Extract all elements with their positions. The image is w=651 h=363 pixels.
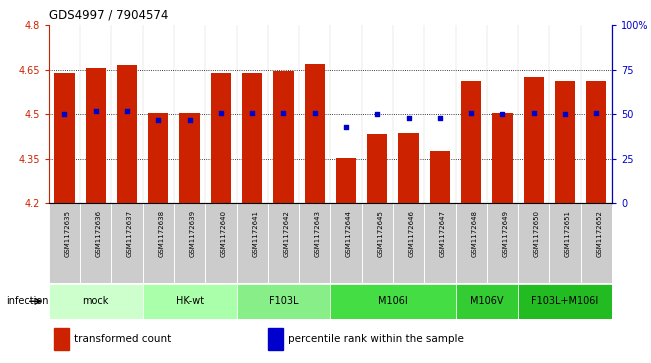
Bar <box>430 151 450 203</box>
Point <box>153 117 163 123</box>
Bar <box>268 328 283 350</box>
Point <box>591 110 602 115</box>
Bar <box>362 203 393 283</box>
Text: GDS4997 / 7904574: GDS4997 / 7904574 <box>49 9 168 22</box>
Point <box>404 115 414 121</box>
Text: GSM1172645: GSM1172645 <box>378 210 383 257</box>
Text: GSM1172636: GSM1172636 <box>96 210 102 257</box>
Bar <box>305 64 325 203</box>
Bar <box>549 203 581 283</box>
Text: GSM1172646: GSM1172646 <box>409 210 415 257</box>
Bar <box>581 203 612 283</box>
Point <box>122 108 132 114</box>
Bar <box>55 328 68 350</box>
Point <box>184 117 195 123</box>
Text: GSM1172637: GSM1172637 <box>127 210 133 257</box>
Text: GSM1172649: GSM1172649 <box>503 210 508 257</box>
Point <box>435 115 445 121</box>
Bar <box>85 68 106 203</box>
Bar <box>518 284 612 319</box>
Text: GSM1172647: GSM1172647 <box>440 210 446 257</box>
Text: GSM1172635: GSM1172635 <box>64 210 70 257</box>
Bar <box>111 203 143 283</box>
Point <box>59 111 70 117</box>
Bar <box>49 284 143 319</box>
Bar <box>236 203 268 283</box>
Point <box>372 111 383 117</box>
Text: GSM1172641: GSM1172641 <box>252 210 258 257</box>
Point <box>341 124 352 130</box>
Bar <box>211 73 231 203</box>
Bar <box>487 203 518 283</box>
Bar <box>555 81 575 203</box>
Text: GSM1172638: GSM1172638 <box>158 210 164 257</box>
Text: GSM1172652: GSM1172652 <box>596 210 602 257</box>
Bar <box>461 81 481 203</box>
Bar <box>174 203 205 283</box>
Bar <box>336 158 356 203</box>
Bar <box>242 73 262 203</box>
Bar <box>268 203 299 283</box>
Bar <box>273 72 294 203</box>
Bar <box>393 203 424 283</box>
Text: GSM1172648: GSM1172648 <box>471 210 477 257</box>
Text: GSM1172642: GSM1172642 <box>283 210 290 257</box>
Bar <box>330 203 362 283</box>
Point <box>90 108 101 114</box>
Text: mock: mock <box>83 296 109 306</box>
Bar <box>49 203 80 283</box>
Point <box>497 111 508 117</box>
Bar <box>180 113 200 203</box>
Text: F103L+M106I: F103L+M106I <box>531 296 599 306</box>
Bar <box>117 65 137 203</box>
Bar <box>424 203 456 283</box>
Point <box>466 110 477 115</box>
Point <box>215 110 226 115</box>
Bar <box>299 203 330 283</box>
Bar <box>456 203 487 283</box>
Bar <box>367 134 387 203</box>
Point <box>278 110 288 115</box>
Bar <box>54 73 75 203</box>
Point <box>529 110 539 115</box>
Text: GSM1172643: GSM1172643 <box>314 210 321 257</box>
Bar <box>236 284 330 319</box>
Bar <box>143 203 174 283</box>
Point <box>247 110 257 115</box>
Text: F103L: F103L <box>269 296 298 306</box>
Text: infection: infection <box>7 296 49 306</box>
Text: GSM1172651: GSM1172651 <box>565 210 571 257</box>
Bar <box>523 77 544 203</box>
Bar <box>398 133 419 203</box>
Bar <box>330 284 456 319</box>
Text: percentile rank within the sample: percentile rank within the sample <box>288 334 464 344</box>
Bar <box>492 114 512 203</box>
Text: transformed count: transformed count <box>74 334 171 344</box>
Point <box>309 110 320 115</box>
Text: GSM1172639: GSM1172639 <box>189 210 195 257</box>
Bar <box>143 284 236 319</box>
Bar <box>586 81 607 203</box>
Text: M106I: M106I <box>378 296 408 306</box>
Bar <box>518 203 549 283</box>
Bar <box>456 284 518 319</box>
Text: M106V: M106V <box>470 296 504 306</box>
Point <box>560 111 570 117</box>
Text: HK-wt: HK-wt <box>176 296 204 306</box>
Text: GSM1172640: GSM1172640 <box>221 210 227 257</box>
Text: GSM1172644: GSM1172644 <box>346 210 352 257</box>
Text: GSM1172650: GSM1172650 <box>534 210 540 257</box>
Bar <box>205 203 236 283</box>
Bar <box>148 113 169 203</box>
Bar <box>80 203 111 283</box>
